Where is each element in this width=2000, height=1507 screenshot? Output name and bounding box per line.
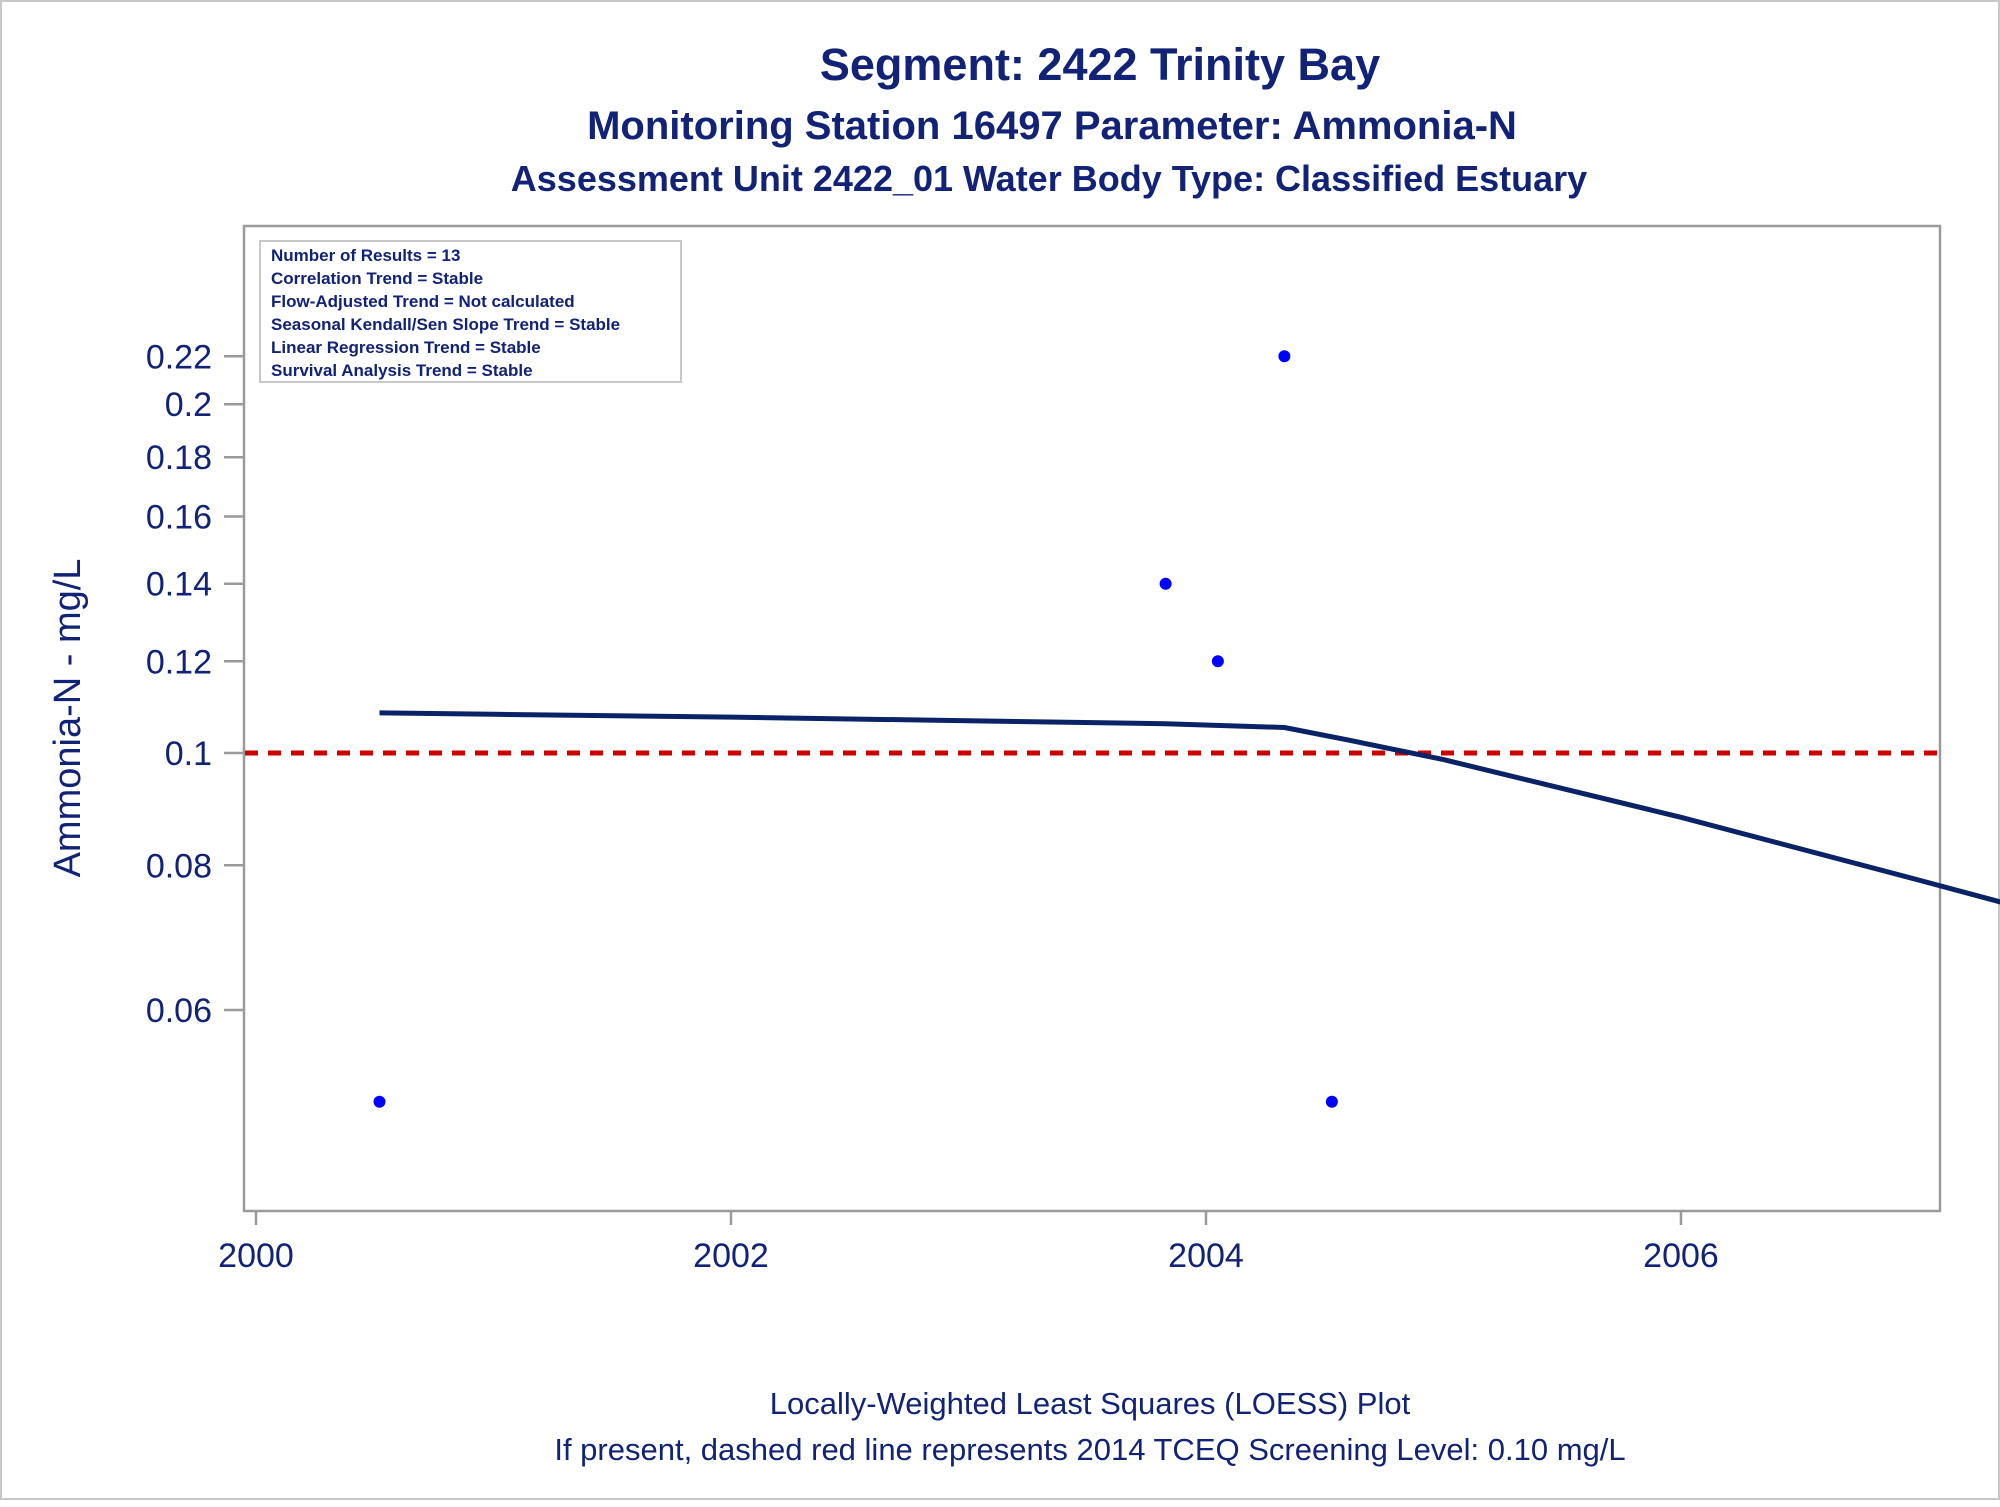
y-tick-label: 0.12 (146, 643, 212, 681)
x-tick-label: 2002 (693, 1237, 769, 1275)
data-point (1326, 1096, 1338, 1108)
stats-line-correlation: Correlation Trend = Stable (271, 269, 483, 288)
x-axis: 20002002200420062008201020122014 (218, 1211, 2000, 1275)
x-tick-label: 2006 (1643, 1237, 1719, 1275)
stats-line-results: Number of Results = 13 (271, 246, 460, 265)
chart-subtitle-station: Monitoring Station 16497 Parameter: Ammo… (587, 104, 1517, 148)
y-axis-label: Ammonia-N - mg/L (47, 559, 89, 878)
y-axis: 0.06 0.08 0.1 0.12 0.14 0.16 0.18 0.2 0.22 (146, 338, 244, 1030)
y-tick-label: 0.06 (146, 992, 212, 1030)
footer-screening-note: If present, dashed red line represents 2… (554, 1432, 1625, 1467)
chart-title: Segment: 2422 Trinity Bay (820, 39, 1380, 90)
data-point (1278, 350, 1290, 362)
y-tick-label: 0.2 (165, 386, 212, 424)
y-tick-label: 0.16 (146, 499, 212, 537)
y-tick-label: 0.22 (146, 338, 212, 376)
stats-line-flow-adjusted: Flow-Adjusted Trend = Not calculated (271, 292, 575, 311)
y-tick-label: 0.18 (146, 439, 212, 477)
chart-subtitle-assessment: Assessment Unit 2422_01 Water Body Type:… (511, 158, 1587, 199)
data-point (374, 1096, 386, 1108)
x-tick-label: 2000 (218, 1237, 294, 1275)
footer-plot-type: Locally-Weighted Least Squares (LOESS) P… (770, 1386, 1411, 1421)
data-point (1212, 655, 1224, 667)
stats-line-linear-regression: Linear Regression Trend = Stable (271, 338, 541, 357)
x-tick-label: 2004 (1168, 1237, 1244, 1275)
y-tick-label: 0.1 (165, 735, 212, 773)
stats-line-seasonal-kendall: Seasonal Kendall/Sen Slope Trend = Stabl… (271, 315, 620, 334)
y-tick-label: 0.08 (146, 847, 212, 885)
stats-line-survival: Survival Analysis Trend = Stable (271, 361, 533, 380)
data-point (1160, 578, 1172, 590)
y-tick-label: 0.14 (146, 566, 212, 604)
